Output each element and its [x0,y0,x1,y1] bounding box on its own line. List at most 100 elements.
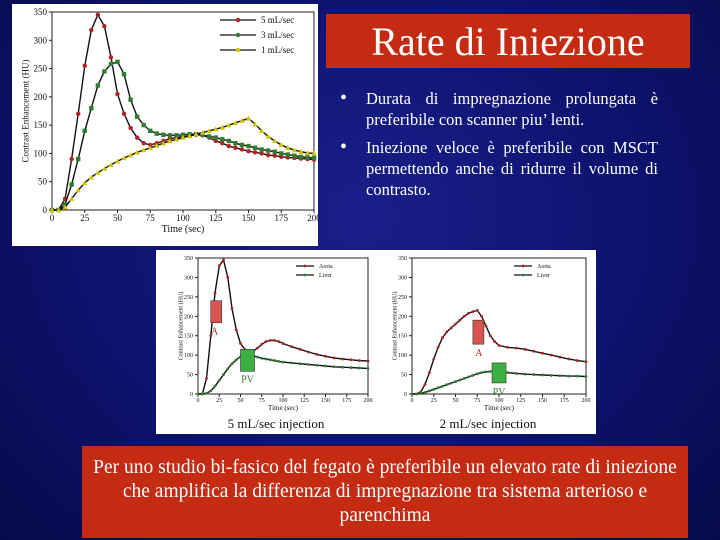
data-point [307,363,310,366]
x-axis-label: Time (sec) [162,224,205,235]
bullet-item: • Durata di impregnazione prolungata è p… [338,88,658,130]
data-point [217,379,221,382]
y-tick-label: 300 [398,275,407,281]
data-point [180,132,186,137]
x-tick-label: 75 [474,398,480,404]
data-point [265,133,271,139]
data-point [332,356,336,360]
data-point [134,149,140,155]
y-tick-label: 50 [187,373,193,379]
data-point [419,392,423,396]
y-tick-label: 100 [34,148,48,158]
data-point [567,374,570,378]
chart-5ml: 0 25 50 75 100 125 150 175 200 0 50 100 150 200 250 300… [177,256,372,431]
x-tick-label: 200 [307,213,318,223]
data-point [114,158,121,164]
data-point [462,377,466,380]
y-tick-label: 250 [398,295,407,301]
data-point [441,336,444,340]
data-point [575,359,579,362]
data-point [219,124,225,130]
data-point [180,134,186,140]
data-point [541,351,544,355]
x-tick-label: 50 [113,213,123,223]
data-point [205,391,208,395]
series-line-1-ml-sec [52,117,315,211]
data-point [234,358,238,362]
data-point [213,135,218,140]
data-point [358,366,361,370]
data-point [366,359,370,363]
data-point [205,377,208,380]
data-point [324,354,327,358]
data-point [497,344,501,347]
data-point [246,143,251,149]
data-point [567,357,570,361]
data-point [186,133,193,139]
x-tick-label: 125 [300,398,309,404]
y-tick-label: 350 [34,7,48,17]
data-point [315,363,319,367]
data-point [290,361,293,365]
data-point [148,128,153,133]
data-point [349,358,353,362]
data-point [281,360,285,364]
y-tick-label: 0 [404,392,407,398]
legend-label: 3 mL/sec [261,30,294,40]
data-point [428,389,431,393]
data-point [154,131,159,136]
x-tick-label: 100 [495,398,504,404]
legend-marker [521,273,525,277]
data-point [298,154,304,160]
data-point [467,375,470,379]
y-tick-label: 200 [34,92,48,102]
bullet-item: • Iniezione veloce è preferibile con MSC… [338,137,658,200]
data-point [108,61,114,67]
footer-text: Per uno studio bi-fasico del fegato è pr… [93,457,677,526]
legend-marker [303,264,307,268]
data-point [141,147,147,153]
data-point [575,374,579,378]
data-point [233,141,238,146]
data-point [154,142,160,148]
data-point [75,187,81,193]
data-point [76,111,81,117]
arterial-phase-marker [210,300,223,324]
plot-frame [51,11,315,211]
data-point [209,389,213,393]
data-point [584,375,588,378]
data-point [358,359,361,362]
data-point [147,145,153,150]
data-point [480,371,483,375]
y-tick-label: 350 [398,256,407,262]
bullet-text: Durata di impregnazione prolungata è pre… [366,89,658,129]
data-point [506,371,510,375]
y-tick-label: 300 [184,275,193,281]
data-point [82,63,87,68]
data-point [558,355,562,359]
x-tick-label: 75 [259,398,265,404]
legend-label: Aorta [319,264,333,270]
y-tick-label: 200 [184,314,193,320]
x-tick-label: 200 [582,398,591,404]
data-point [245,115,252,121]
y-tick-label: 150 [34,120,48,130]
data-point [475,309,479,312]
data-point [277,340,281,343]
data-point [127,152,134,158]
data-point [332,365,336,369]
legend-label: Aorta [537,264,551,270]
data-point [260,356,264,360]
data-point [515,372,518,375]
data-point [207,134,212,139]
data-point [213,126,219,132]
data-point [298,362,302,366]
data-point [298,149,304,154]
data-point [315,352,319,356]
data-point [515,346,518,350]
x-tick-label: 175 [275,213,289,223]
x-tick-label: 0 [411,398,414,404]
data-point [89,105,94,111]
data-point [366,366,370,370]
x-tick-label: 150 [321,398,330,404]
